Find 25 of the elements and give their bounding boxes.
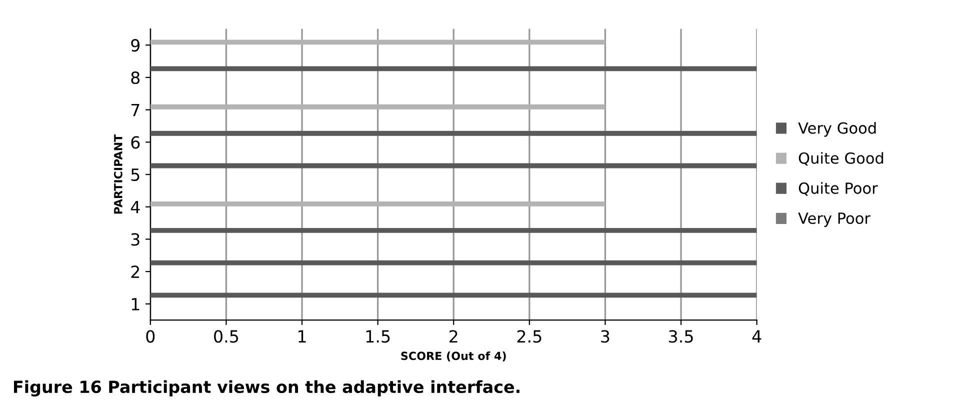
legend-label: Very Poor: [798, 212, 871, 227]
y-tick-label: 3: [131, 233, 140, 246]
y-tick-label: 8: [131, 71, 140, 84]
legend-label: Quite Poor: [798, 182, 878, 196]
y-tick-label: 5: [131, 168, 140, 182]
x-tick-label: 2.5: [517, 330, 542, 343]
y-tick-label: 9: [131, 39, 140, 52]
y-tick-label: 2: [131, 266, 140, 278]
y-axis-title: PARTICIPANT: [114, 134, 122, 214]
x-axis-title: SCORE (Out of 4): [401, 351, 506, 362]
legend-label: Quite Good: [798, 152, 884, 166]
y-tick-label: 6: [131, 136, 140, 149]
x-tick-label: 0.5: [214, 330, 238, 343]
y-tick-label: 7: [131, 104, 140, 116]
x-tick-label: 3: [601, 330, 610, 343]
x-tick-label: 2: [450, 330, 458, 342]
y-tick-label: 1: [132, 298, 140, 310]
x-tick-label: 3.5: [669, 330, 693, 343]
x-tick-label: 1: [298, 330, 306, 342]
caption: Figure 16 Participant views on the adaptive interface.: [14, 380, 520, 396]
x-tick-label: 4: [752, 330, 762, 342]
legend-label: Very Good: [798, 122, 876, 137]
y-tick-label: 4: [130, 201, 140, 214]
x-tick-label: 1.5: [366, 330, 390, 343]
x-tick-label: 0: [146, 330, 155, 343]
